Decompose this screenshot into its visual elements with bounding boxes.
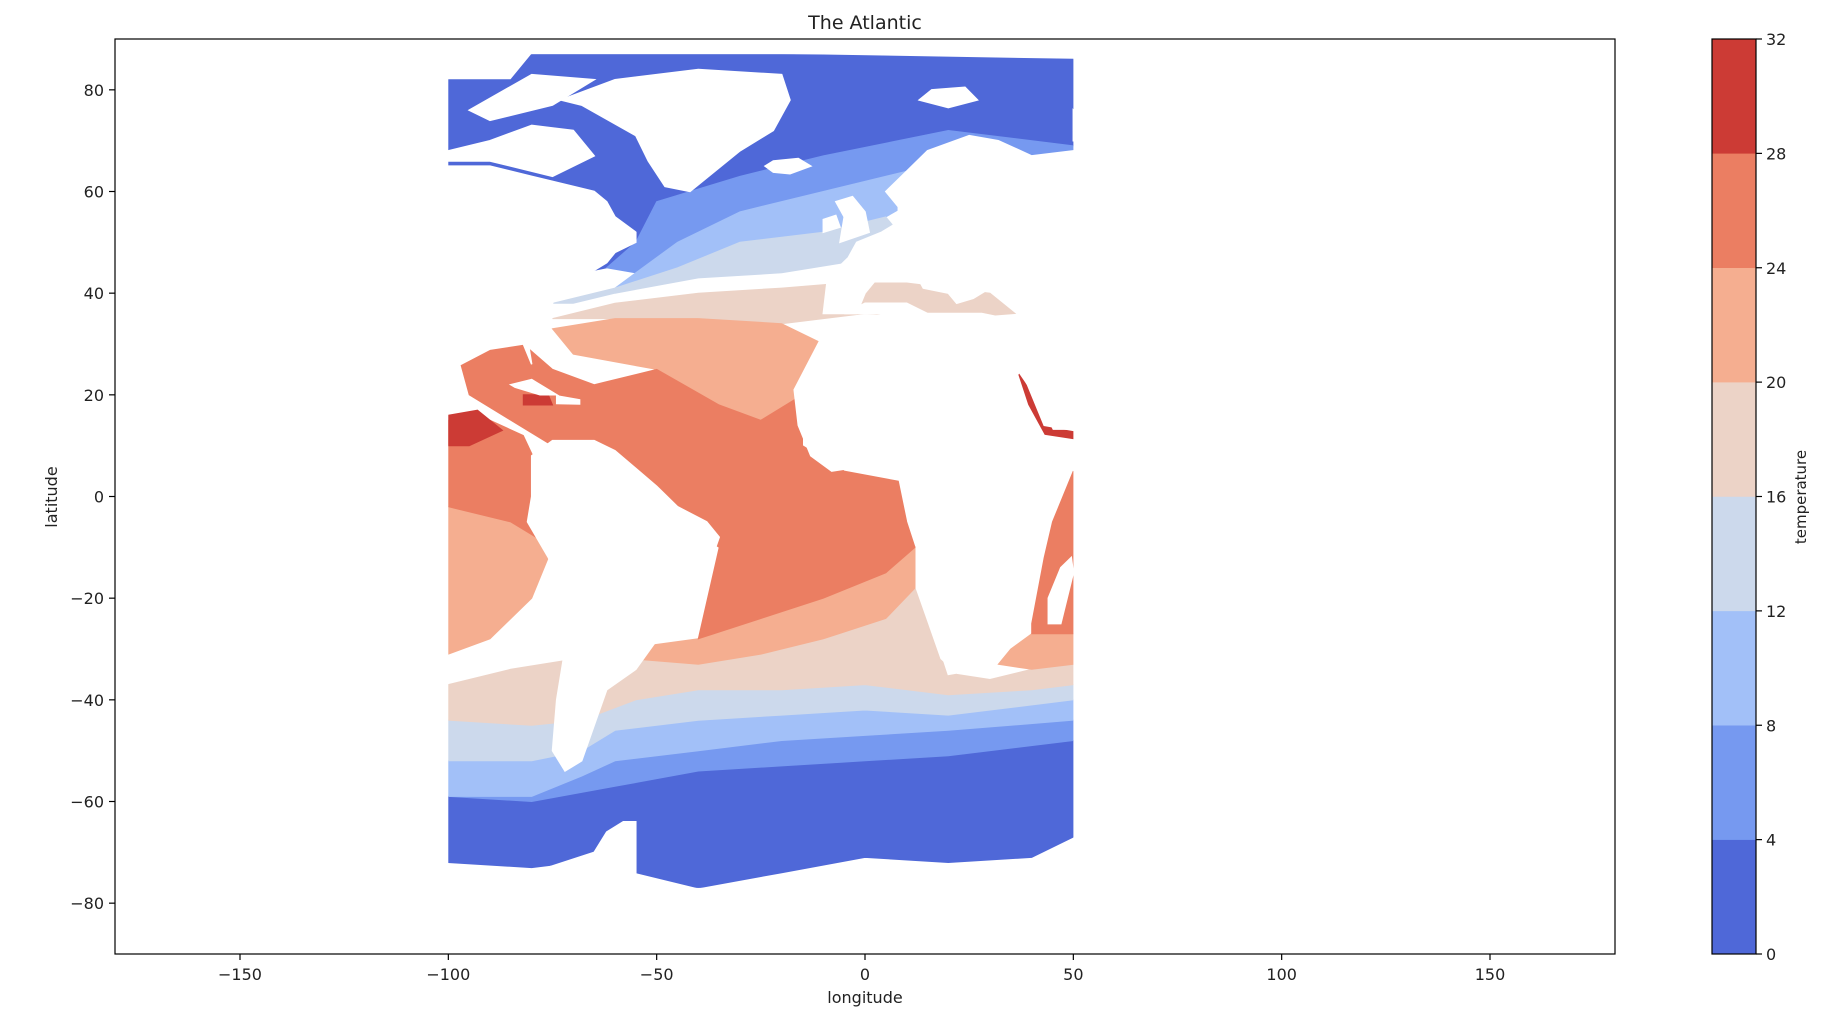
contour-region-28-32-18: [522, 394, 554, 406]
colorbar-label: temperature: [1792, 450, 1810, 544]
y-tick-label: 0: [94, 488, 104, 507]
land-south-america: [526, 439, 721, 773]
y-tick-label: −20: [70, 589, 104, 608]
colorbar-segment-24-28: [1711, 153, 1757, 268]
colorbar: 0 4 8 12 16 20 24 28 32: [1711, 30, 1786, 964]
colorbar-tick-label: 16: [1766, 488, 1786, 507]
colorbar-segment-4-8: [1711, 725, 1757, 840]
land-europe: [822, 134, 1075, 315]
x-tick-label: −50: [640, 965, 674, 984]
land-mediterranean-sea: [843, 302, 1008, 340]
colorbar-segment-16-20: [1711, 381, 1757, 497]
colorbar-tick-label: 12: [1766, 602, 1786, 621]
land-ellesmere-island: [467, 73, 597, 122]
land-iceland: [763, 157, 813, 175]
land-hispaniola: [555, 395, 581, 405]
y-tick-label: 60: [84, 183, 104, 202]
land-novaya-zemlya: [1072, 108, 1084, 142]
x-tick-label: −100: [426, 965, 470, 984]
plot-area: [447, 54, 1084, 954]
colorbar-tick-label: 0: [1766, 945, 1776, 964]
colorbar-tick-label: 8: [1766, 716, 1776, 735]
colorbar-segment-12-16: [1711, 496, 1757, 612]
contour-region-28-32-17: [448, 409, 504, 447]
colorbar-tick-label: 24: [1766, 259, 1786, 278]
x-tick-label: 50: [1063, 965, 1083, 984]
land-layer: [447, 68, 1084, 954]
y-tick-label: 80: [84, 81, 104, 100]
y-tick-label: −40: [70, 691, 104, 710]
colorbar-tick-label: 28: [1766, 144, 1786, 163]
land-cuba: [508, 378, 560, 396]
x-tick-label: 0: [860, 965, 870, 984]
colorbar-segment-8-12: [1711, 610, 1757, 726]
colorbar-segment-20-24: [1711, 267, 1757, 383]
land-svalbard: [917, 86, 979, 109]
colorbar-segment-0-4: [1711, 839, 1757, 955]
land-north-america: [447, 165, 637, 366]
y-axis-label: latitude: [42, 466, 61, 527]
land-madagascar: [1047, 555, 1075, 625]
colorbar-tick-label: 32: [1766, 30, 1786, 49]
colorbar-tick-label: 20: [1766, 373, 1786, 392]
x-tick-label: −150: [218, 965, 262, 984]
chart-title: The Atlantic: [807, 12, 922, 34]
land-antarctica: [447, 821, 1075, 954]
x-tick-label: 150: [1475, 965, 1506, 984]
land-arabia: [1009, 343, 1075, 432]
x-axis: −150 −100 −50 0 50 100 150: [218, 954, 1505, 984]
land-canadian-arctic-islands: [447, 124, 596, 178]
x-axis-label: longitude: [827, 988, 902, 1007]
x-tick-label: 100: [1266, 965, 1297, 984]
y-tick-label: −80: [70, 894, 104, 913]
y-axis: 80 60 40 20 0 −20 −40 −60 −80: [70, 81, 115, 913]
land-british-isles: [834, 195, 871, 244]
land-greenland: [558, 68, 791, 193]
colorbar-tick-label: 4: [1766, 831, 1776, 850]
y-tick-label: 20: [84, 386, 104, 405]
y-tick-label: −60: [70, 793, 104, 812]
colorbar-segment-28-32: [1711, 38, 1757, 154]
y-tick-label: 40: [84, 284, 104, 303]
land-ireland: [822, 214, 841, 234]
